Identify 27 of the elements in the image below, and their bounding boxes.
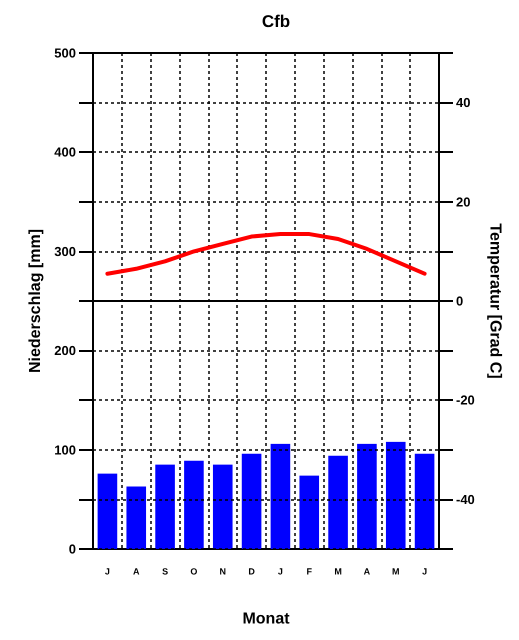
x-tick-label: M [334,566,342,576]
x-tick-label: A [133,566,140,576]
x-tick-label: N [220,566,226,576]
y-tick-label: 400 [54,144,76,160]
y2-axis-title: Temperatur [Grad C] [486,223,504,379]
y2-tick-label: -20 [456,392,475,408]
chart-title: Cfb [262,12,290,31]
x-tick-label: D [248,566,256,576]
y-axis-title: Niederschlag [mm] [26,228,44,374]
x-tick-label: A [364,566,371,576]
y-tick-label: 300 [54,244,76,259]
x-tick-label: J [422,566,428,576]
x-tick-label: J [278,566,283,576]
y2-tick-label: 20 [456,194,470,210]
x-tick-label: J [104,566,110,576]
y2-tick-label: 0 [456,294,464,308]
y2-tick-label: -40 [456,492,475,507]
x-tick-label: F [306,566,312,576]
x-tick-label: S [162,566,168,576]
y2-tick-label: 40 [456,95,470,110]
y-tick-label: 0 [68,542,76,556]
y-tick-label: 200 [54,343,76,358]
y-tick-label: 500 [54,46,76,60]
x-tick-label: M [392,566,400,576]
x-axis-title: Monat [242,610,290,628]
x-tick-label: O [190,566,198,576]
y-tick-label: 100 [54,442,76,458]
